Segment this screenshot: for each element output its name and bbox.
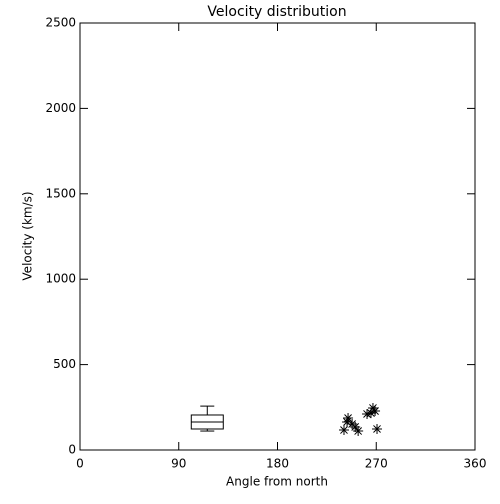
x-axis-label: Angle from north bbox=[226, 475, 328, 489]
asterisk-marker bbox=[350, 421, 361, 432]
y-axis-label: Velocity (km/s) bbox=[21, 191, 35, 280]
plot-frame bbox=[79, 22, 476, 451]
asterisk-marker bbox=[367, 402, 378, 413]
asterisk-marker bbox=[343, 413, 354, 424]
y-tick-label: 1500 bbox=[45, 186, 76, 200]
x-tick-label: 180 bbox=[266, 457, 289, 471]
x-tick-label: 90 bbox=[171, 457, 186, 471]
y-tick-label: 500 bbox=[53, 357, 76, 371]
asterisk-marker bbox=[338, 425, 349, 436]
x-tick-label: 0 bbox=[76, 457, 84, 471]
asterisk-marker bbox=[353, 426, 364, 437]
asterisk-marker bbox=[365, 408, 376, 419]
y-tick-label: 0 bbox=[68, 443, 76, 457]
asterisk-marker bbox=[370, 406, 381, 417]
y-tick-label: 2000 bbox=[45, 101, 76, 115]
asterisk-marker bbox=[362, 408, 373, 419]
x-tick-label: 270 bbox=[365, 457, 388, 471]
chart-title: Velocity distribution bbox=[207, 4, 346, 20]
y-tick-label: 1000 bbox=[45, 272, 76, 286]
asterisk-marker bbox=[372, 423, 383, 434]
asterisk-marker bbox=[342, 416, 353, 427]
y-tick-label: 2500 bbox=[45, 16, 76, 30]
x-tick-label: 360 bbox=[464, 457, 487, 471]
